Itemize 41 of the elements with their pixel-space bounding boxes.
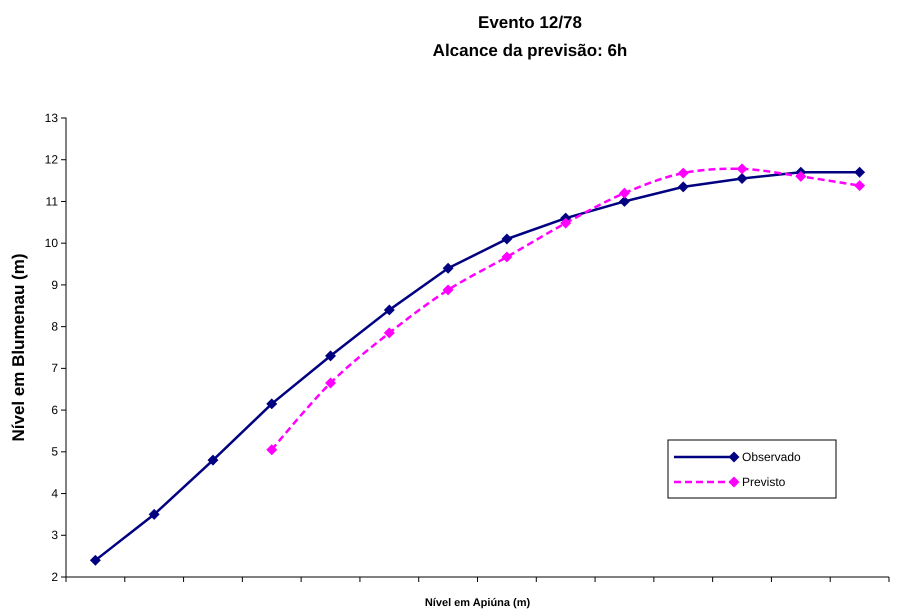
y-tick-label: 7 bbox=[51, 361, 58, 376]
y-axis-title: Nível em Blumenau (m) bbox=[9, 254, 28, 442]
point bbox=[854, 166, 866, 178]
point bbox=[736, 163, 748, 174]
point bbox=[854, 180, 866, 192]
point bbox=[678, 181, 689, 192]
point bbox=[266, 444, 278, 456]
point bbox=[678, 168, 689, 179]
point bbox=[384, 304, 395, 316]
y-tick-label: 2 bbox=[51, 570, 58, 584]
y-tick-label: 6 bbox=[51, 402, 58, 417]
y-tick-label: 8 bbox=[51, 319, 58, 334]
point bbox=[207, 454, 218, 466]
y-tick-label: 9 bbox=[51, 278, 58, 292]
point bbox=[501, 234, 512, 244]
point bbox=[501, 251, 512, 262]
y-tick-label: 11 bbox=[46, 194, 58, 208]
y-tick-label: 5 bbox=[51, 444, 58, 459]
point bbox=[148, 508, 160, 520]
y-tick-label: 10 bbox=[44, 236, 58, 250]
point bbox=[795, 170, 806, 182]
y-tick-label: 3 bbox=[51, 528, 58, 542]
y-tick-label: 13 bbox=[44, 110, 58, 125]
chart-subtitle: Alcance da previsão: 6h bbox=[432, 41, 628, 60]
point bbox=[736, 173, 748, 184]
point bbox=[442, 284, 454, 296]
point bbox=[266, 398, 278, 410]
y-tick-label: 12 bbox=[44, 152, 58, 167]
chart-title: Evento 12/78 bbox=[478, 13, 582, 32]
point bbox=[442, 262, 454, 274]
point bbox=[325, 350, 336, 362]
x-axis-title: Nível em Apiúna (m) bbox=[424, 597, 530, 609]
point bbox=[90, 554, 101, 566]
point bbox=[325, 377, 336, 388]
point bbox=[384, 327, 395, 338]
legend-label: Observado bbox=[742, 450, 802, 464]
point bbox=[618, 188, 630, 199]
legend-label: Previsto bbox=[742, 475, 786, 489]
point bbox=[618, 196, 630, 207]
y-tick-label: 4 bbox=[51, 486, 58, 500]
point bbox=[560, 218, 572, 229]
